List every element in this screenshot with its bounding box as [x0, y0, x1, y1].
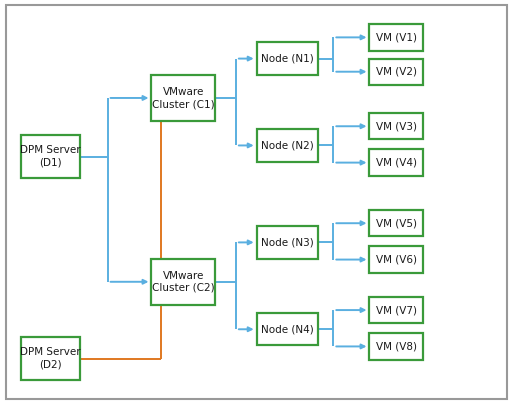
Text: VM (V8): VM (V8)	[376, 341, 417, 351]
FancyBboxPatch shape	[369, 333, 423, 360]
FancyBboxPatch shape	[256, 226, 318, 259]
FancyBboxPatch shape	[151, 75, 215, 121]
Text: VM (V7): VM (V7)	[376, 305, 417, 315]
Text: VM (V5): VM (V5)	[376, 218, 417, 228]
Text: VM (V2): VM (V2)	[376, 67, 417, 77]
FancyBboxPatch shape	[369, 246, 423, 273]
Text: DPM Server
(D1): DPM Server (D1)	[19, 145, 81, 168]
Text: Node (N2): Node (N2)	[261, 141, 313, 150]
Text: VM (V3): VM (V3)	[376, 121, 417, 131]
FancyBboxPatch shape	[256, 313, 318, 345]
Text: Node (N1): Node (N1)	[261, 54, 313, 63]
Text: Node (N4): Node (N4)	[261, 324, 313, 334]
FancyBboxPatch shape	[369, 24, 423, 50]
Text: VMware
Cluster (C2): VMware Cluster (C2)	[152, 271, 215, 293]
FancyBboxPatch shape	[369, 59, 423, 85]
FancyBboxPatch shape	[21, 337, 80, 380]
FancyBboxPatch shape	[369, 149, 423, 176]
Text: VMware
Cluster (C1): VMware Cluster (C1)	[152, 87, 215, 109]
FancyBboxPatch shape	[369, 113, 423, 139]
Text: Node (N3): Node (N3)	[261, 238, 313, 247]
FancyBboxPatch shape	[256, 42, 318, 75]
Text: VM (V6): VM (V6)	[376, 255, 417, 265]
FancyBboxPatch shape	[21, 135, 80, 178]
FancyBboxPatch shape	[151, 259, 215, 305]
Text: DPM Server
(D2): DPM Server (D2)	[19, 347, 81, 370]
FancyBboxPatch shape	[369, 297, 423, 323]
FancyBboxPatch shape	[369, 210, 423, 236]
FancyBboxPatch shape	[256, 129, 318, 162]
Text: VM (V1): VM (V1)	[376, 32, 417, 42]
Text: VM (V4): VM (V4)	[376, 158, 417, 168]
